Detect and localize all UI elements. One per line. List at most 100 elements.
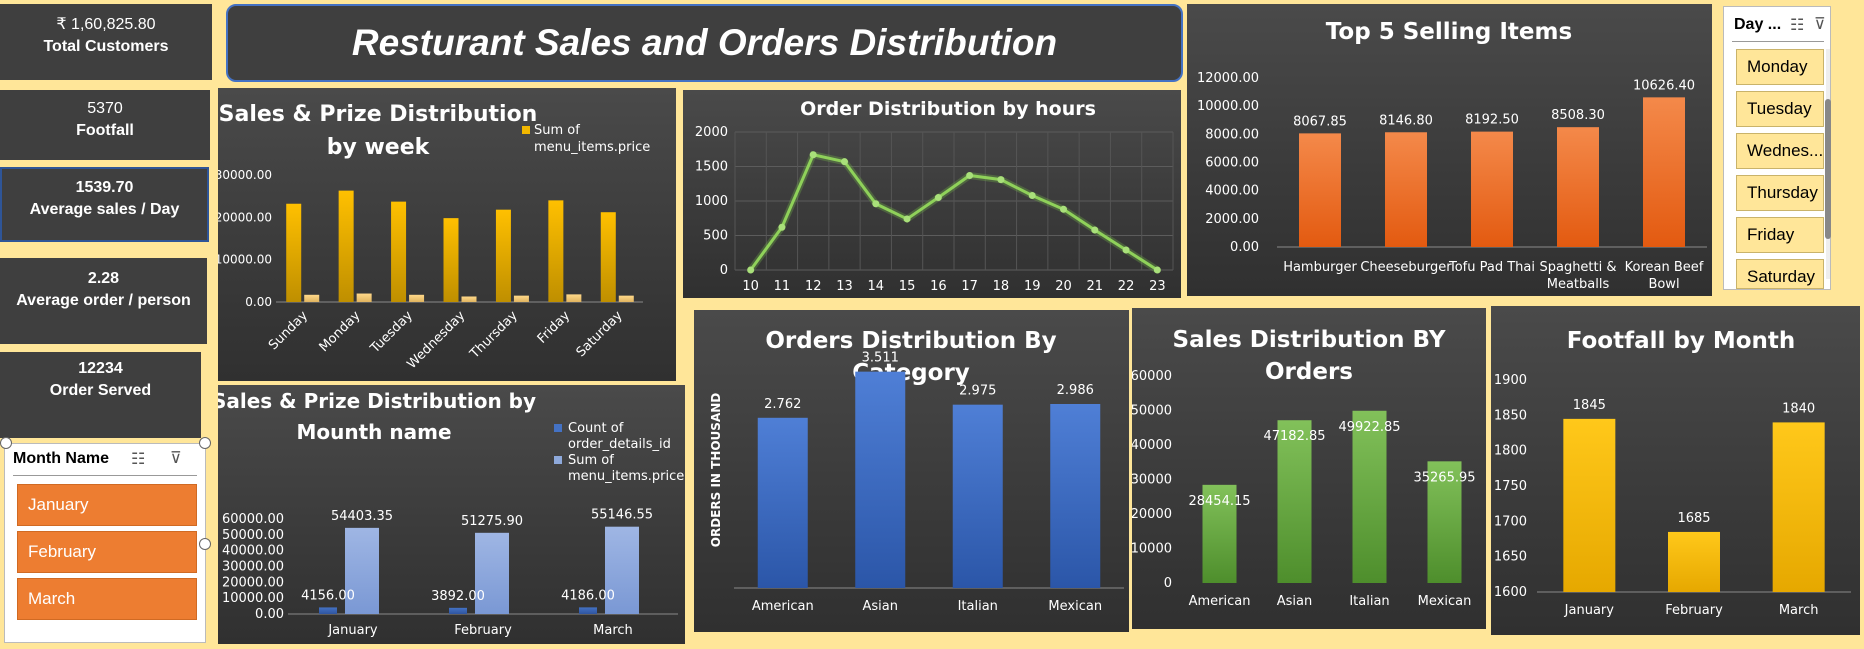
clear-filter-icon[interactable]: ⊽ (1814, 16, 1826, 33)
bar-sales (338, 190, 354, 302)
chart-panel-week: Sales & Prize Distribution by week 0.00 100… (215, 88, 676, 381)
data-point (997, 176, 1005, 184)
bar (1557, 127, 1599, 247)
kpi-value: 12234 (78, 360, 123, 377)
x-tick-label: 19 (1024, 279, 1041, 294)
y-tick-label: 1850 (1494, 408, 1527, 423)
y-tick-label: 1650 (1494, 550, 1527, 565)
x-tick-label: Bowl (1648, 277, 1679, 292)
bar-count (449, 607, 467, 614)
data-point (966, 171, 974, 179)
y-tick-label: 1800 (1494, 444, 1527, 459)
x-tick-label: 22 (1118, 279, 1135, 294)
bar-price (605, 526, 639, 614)
slicer-scrollbar-thumb[interactable] (1825, 99, 1831, 239)
chart-sales-orders: Sales Distribution BY Orders 0 10000 20000 30… (1131, 327, 1476, 609)
bar-sales (286, 203, 302, 302)
x-tick-label: Tuesday (367, 308, 416, 357)
data-label: 4156.00 (301, 588, 355, 603)
y-tick-label: 1500 (695, 160, 728, 175)
data-label: 4186.00 (561, 588, 615, 603)
y-tick-label: 1900 (1494, 373, 1527, 388)
x-tick-label: January (1564, 603, 1615, 618)
x-tick-label: 20 (1055, 279, 1072, 294)
bar-sales (600, 212, 616, 302)
bar (1427, 461, 1462, 583)
data-label: 51275.90 (461, 514, 523, 529)
bar-price (475, 532, 509, 614)
month-slicer[interactable]: Month Name ☷ ⊽ January February March (4, 443, 206, 643)
resize-handle[interactable] (199, 437, 211, 449)
x-tick-label: Italian (958, 599, 998, 614)
data-label: 8067.85 (1293, 114, 1347, 129)
chart-title: Orders (1265, 359, 1353, 385)
legend-label: menu_items.price (534, 140, 650, 155)
chart-title: Top 5 Selling Items (1326, 19, 1572, 45)
legend-label: Count of (568, 421, 624, 436)
y-tick-label: 0 (1164, 576, 1172, 591)
day-slicer-item-friday[interactable]: Friday (1736, 217, 1824, 253)
x-tick-label: 16 (930, 279, 947, 294)
chart-week: Sales & Prize Distribution by week 0.00 100… (215, 102, 651, 372)
chart-panel-footfall: Footfall by Month 1600 1650 1700 1750 1800 185… (1491, 306, 1860, 635)
day-slicer-item-saturday[interactable]: Saturday (1736, 259, 1824, 289)
x-tick-label: 10 (742, 279, 759, 294)
legend-swatch (554, 424, 562, 432)
data-label: 10626.40 (1633, 78, 1695, 93)
x-tick-label: Italian (1349, 594, 1389, 609)
kpi-average-order-person: 2.28 Average order / person (0, 258, 207, 344)
y-tick-label: 0.00 (1230, 240, 1259, 255)
data-label: 49922.85 (1338, 420, 1400, 435)
bar-price (409, 294, 425, 302)
bar-price (513, 295, 529, 302)
x-tick-label: Asian (863, 599, 898, 614)
resize-handle[interactable] (199, 538, 211, 550)
day-slicer-item-monday[interactable]: Monday (1736, 49, 1824, 85)
day-slicer[interactable]: Day ... ☷ ⊽ Monday Tuesday Wednes... Thu… (1723, 6, 1831, 290)
x-tick-label: 17 (961, 279, 978, 294)
y-tick-label: 20000 (1132, 507, 1172, 522)
data-label: 8146.80 (1379, 113, 1433, 128)
x-tick-label: 15 (899, 279, 916, 294)
month-slicer-item-february[interactable]: February (17, 531, 197, 573)
bar-price (566, 294, 582, 302)
y-tick-label: 50000 (1132, 404, 1172, 419)
month-slicer-item-march[interactable]: March (17, 578, 197, 620)
x-tick-label: Friday (535, 308, 574, 347)
x-tick-label: January (327, 623, 378, 638)
chart-title: by week (327, 135, 431, 160)
data-label: 35265.95 (1413, 470, 1475, 485)
multi-select-icon[interactable]: ☷ (1790, 17, 1805, 34)
bar-price (304, 294, 320, 302)
y-tick-label: 50000.00 (222, 528, 284, 543)
day-slicer-item-wednesday[interactable]: Wednes... (1736, 133, 1824, 169)
day-slicer-item-thursday[interactable]: Thursday (1736, 175, 1824, 211)
x-tick-label: 14 (868, 279, 885, 294)
bar-sales (391, 201, 407, 302)
bar (1352, 410, 1387, 583)
bar (1385, 132, 1427, 247)
kpi-value: ₹ 1,60,825.80 (56, 16, 156, 33)
month-slicer-item-january[interactable]: January (17, 484, 197, 526)
x-tick-label: Sunday (266, 308, 311, 353)
day-slicer-item-tuesday[interactable]: Tuesday (1736, 91, 1824, 127)
data-label: 1685 (1677, 511, 1710, 526)
legend-label: menu_items.price (568, 469, 684, 484)
kpi-label: Average order / person (16, 292, 191, 309)
chart-title: Sales Distribution BY (1173, 327, 1446, 353)
y-tick-label: 8000.00 (1205, 127, 1259, 142)
clear-filter-icon[interactable]: ⊽ (170, 450, 182, 467)
chart-title: Mounth name (296, 420, 451, 444)
resize-handle[interactable] (0, 437, 12, 449)
y-tick-label: 10000.00 (1197, 99, 1259, 114)
data-point (1028, 191, 1036, 199)
x-tick-label: Saturday (574, 308, 626, 360)
x-tick-label: American (752, 599, 814, 614)
chart-top5: Top 5 Selling Items 0.00 2000.00 4000.00 600… (1197, 19, 1707, 292)
data-point (841, 158, 848, 166)
y-tick-label: 6000.00 (1205, 156, 1259, 171)
bar (952, 404, 1003, 588)
y-tick-label: 2000.00 (1205, 212, 1259, 227)
slicer-header: Day ... (1734, 16, 1782, 33)
multi-select-icon[interactable]: ☷ (131, 451, 146, 468)
